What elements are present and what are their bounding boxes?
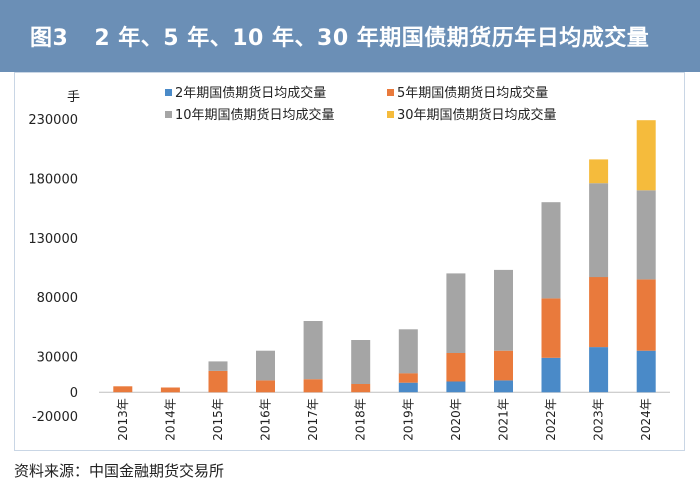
bar-segment-2019年-series3	[398, 329, 418, 374]
bar-segment-2024年-series1	[636, 350, 656, 393]
y-tick-label: -20000	[32, 410, 78, 425]
x-tick-label: 2017年	[306, 398, 320, 441]
bar-segment-2023年-series3	[589, 183, 609, 278]
bar-segment-2020年-series1	[446, 381, 466, 393]
x-tick-label: 2021年	[496, 398, 510, 441]
bar-segment-2015年-series2	[208, 370, 228, 393]
bar-segment-2021年-series1	[494, 380, 513, 393]
bar-segment-2018年-series3	[351, 340, 371, 384]
x-tick-label: 2019年	[401, 398, 415, 441]
bar-segment-2020年-series2	[446, 353, 466, 382]
x-tick-label: 2024年	[639, 398, 653, 441]
figure-label: 图3	[30, 26, 69, 51]
bar-segment-2018年-series2	[351, 383, 371, 393]
x-tick-label: 2015年	[211, 398, 225, 441]
legend-label-series3: 10年期国债期货日均成交量	[175, 107, 335, 123]
stacked-bar-chart: 手 -20000 0 30000 80000 130000 180000 230000 2013…	[28, 85, 670, 441]
bar-segment-2015年-series3	[208, 361, 228, 371]
bar-segment-2024年-series2	[636, 279, 656, 351]
bar-segment-2019年-series1	[398, 382, 418, 393]
bar-segment-2016年-series3	[256, 350, 275, 381]
bar-segment-2013年-series2	[113, 386, 133, 393]
bar-segment-2016年-series2	[256, 380, 275, 393]
bar-segment-2023年-series1	[589, 347, 609, 393]
y-tick-label: 0	[70, 386, 78, 401]
bar-segment-2021年-series2	[494, 350, 513, 381]
y-axis-unit-label: 手	[67, 90, 80, 105]
bar-segment-2017年-series2	[303, 379, 323, 393]
source-note: 资料来源：中国金融期货交易所	[14, 462, 225, 480]
legend-swatch-series4	[387, 111, 394, 118]
legend-label-series4: 30年期国债期货日均成交量	[397, 107, 557, 123]
y-tick-label: 180000	[28, 172, 78, 187]
figure-title: 2 年、5 年、10 年、30 年期国债期货历年日均成交量	[94, 26, 650, 51]
bar-segment-2022年-series3	[541, 202, 561, 299]
bar-segment-2014年-series2	[160, 387, 180, 393]
x-tick-label: 2013年	[116, 398, 130, 441]
y-tick-label: 30000	[37, 351, 78, 366]
legend-label-series2: 5年期国债期货日均成交量	[397, 85, 548, 101]
bar-segment-2024年-series4	[636, 120, 656, 191]
bar-segment-2021年-series3	[494, 269, 513, 351]
bar-segment-2023年-series4	[589, 159, 609, 184]
chart-container: 手 -20000 0 30000 80000 130000 180000 230000 2013…	[14, 72, 685, 451]
legend-label-series1: 2年期国债期货日均成交量	[175, 85, 326, 101]
legend-swatch-series2	[387, 89, 394, 96]
x-tick-label: 2022年	[544, 398, 558, 441]
bar-segment-2022年-series2	[541, 298, 561, 358]
y-tick-label: 230000	[28, 113, 78, 128]
x-tick-label: 2020年	[449, 398, 463, 441]
legend-swatch-series3	[165, 111, 172, 118]
x-tick-label: 2023年	[592, 398, 606, 441]
bar-segment-2024年-series3	[636, 190, 656, 280]
legend-swatch-series1	[165, 89, 172, 96]
x-tick-label: 2016年	[259, 398, 273, 441]
bar-segment-2020年-series3	[446, 273, 466, 353]
y-tick-label: 130000	[28, 232, 78, 247]
x-tick-label: 2014年	[163, 398, 177, 441]
bar-segment-2019年-series2	[398, 373, 418, 383]
y-tick-label: 80000	[37, 291, 78, 306]
figure-title-bar: 图3 2 年、5 年、10 年、30 年期国债期货历年日均成交量	[0, 0, 700, 72]
bar-segment-2022年-series1	[541, 357, 561, 393]
bar-segment-2017年-series3	[303, 321, 323, 380]
x-tick-label: 2018年	[354, 398, 368, 441]
bar-segment-2023年-series2	[589, 277, 609, 348]
